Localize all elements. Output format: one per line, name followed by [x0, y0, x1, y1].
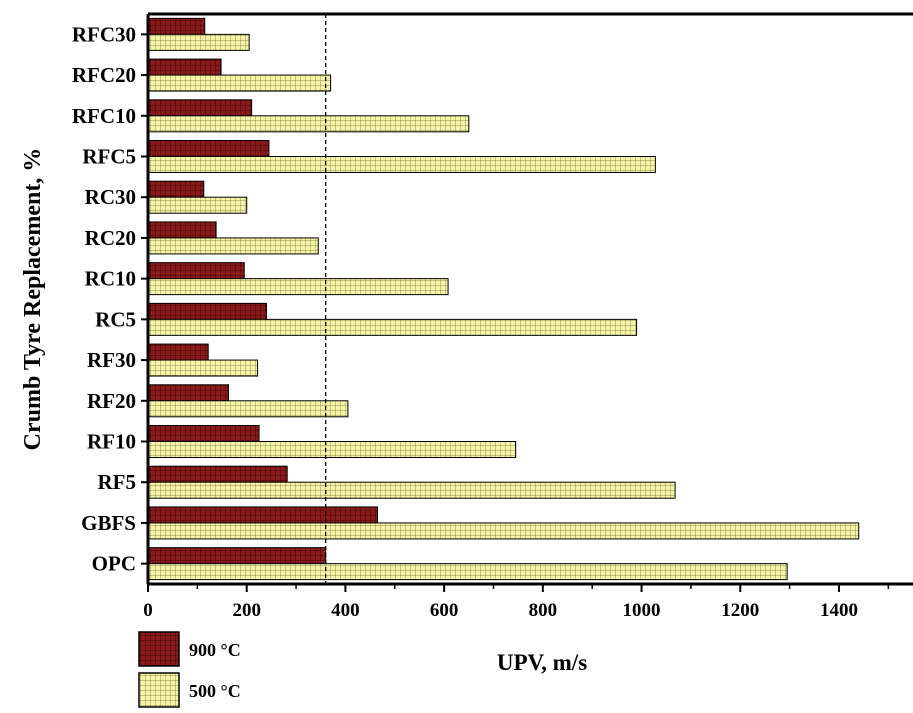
y-tick-label-rc20: RC20 — [85, 226, 136, 250]
bar-rf10-500-c — [147, 441, 517, 458]
bar-rf20-900-c — [147, 384, 229, 402]
bar-rf5-900-c — [147, 465, 288, 483]
bar-gbfs-900-c — [147, 506, 378, 524]
bar-rc30-500-c — [147, 196, 248, 214]
bar-rc20-900-c — [147, 221, 217, 239]
y-tick-label-opc: OPC — [92, 552, 136, 576]
bar-rfc10-900-c — [147, 99, 253, 117]
y-tick-label-rc5: RC5 — [95, 307, 136, 331]
bar-rc5-900-c — [147, 302, 267, 320]
y-tick-label-rc10: RC10 — [85, 267, 136, 291]
y-tick-label-rf10: RF10 — [87, 430, 136, 454]
bar-gbfs-500-c — [147, 522, 860, 540]
y-axis-title: Crumb Tyre Replacement, % — [20, 148, 46, 451]
x-tick-label-600: 600 — [430, 600, 459, 621]
x-tick-label-1400: 1400 — [820, 600, 858, 621]
bar-rfc10-500-c — [147, 115, 470, 133]
legend-swatch-900-c — [138, 631, 180, 667]
bar-rc30-900-c — [147, 180, 205, 198]
bar-rc10-900-c — [147, 262, 245, 280]
bar-rf5-500-c — [147, 481, 676, 499]
bar-rc5-500-c — [147, 318, 638, 336]
bar-rfc5-500-c — [147, 156, 656, 173]
bar-opc-900-c — [147, 547, 327, 565]
bar-rfc5-900-c — [147, 140, 270, 157]
bar-opc-500-c — [147, 563, 788, 581]
x-tick-label-1000: 1000 — [623, 600, 661, 621]
x-tick-label-200: 200 — [232, 600, 261, 621]
y-tick-label-rf20: RF20 — [87, 389, 136, 413]
bar-rf30-900-c — [147, 343, 209, 361]
y-tick-label-rfc5: RFC5 — [82, 145, 136, 169]
bar-rc20-500-c — [147, 237, 319, 255]
bar-rf30-500-c — [147, 359, 259, 377]
y-tick-label-rc30: RC30 — [85, 185, 136, 209]
legend-label-500-c: 500 °C — [189, 681, 241, 701]
bar-rf20-500-c — [147, 400, 349, 418]
bar-rfc20-900-c — [147, 58, 222, 76]
x-tick-label-400: 400 — [331, 600, 360, 621]
x-tick-label-800: 800 — [529, 600, 558, 621]
y-tick-label-gbfs: GBFS — [81, 511, 136, 535]
y-tick-label-rf30: RF30 — [87, 348, 136, 372]
bar-rf10-900-c — [147, 425, 260, 442]
bar-rfc20-500-c — [147, 74, 332, 92]
bar-rfc30-500-c — [147, 33, 250, 51]
x-tick-label-0: 0 — [143, 600, 153, 621]
legend-swatch-500-c — [138, 672, 180, 708]
y-tick-label-rfc30: RFC30 — [72, 22, 136, 46]
y-tick-label-rfc20: RFC20 — [72, 63, 136, 87]
x-tick-label-1200: 1200 — [721, 600, 759, 621]
legend-label-900-c: 900 °C — [189, 640, 241, 660]
y-tick-label-rfc10: RFC10 — [72, 104, 136, 128]
y-tick-label-rf5: RF5 — [98, 470, 137, 494]
bar-rc10-500-c — [147, 278, 449, 296]
bar-rfc30-900-c — [147, 17, 206, 35]
x-axis-title: UPV, m/s — [497, 650, 587, 675]
